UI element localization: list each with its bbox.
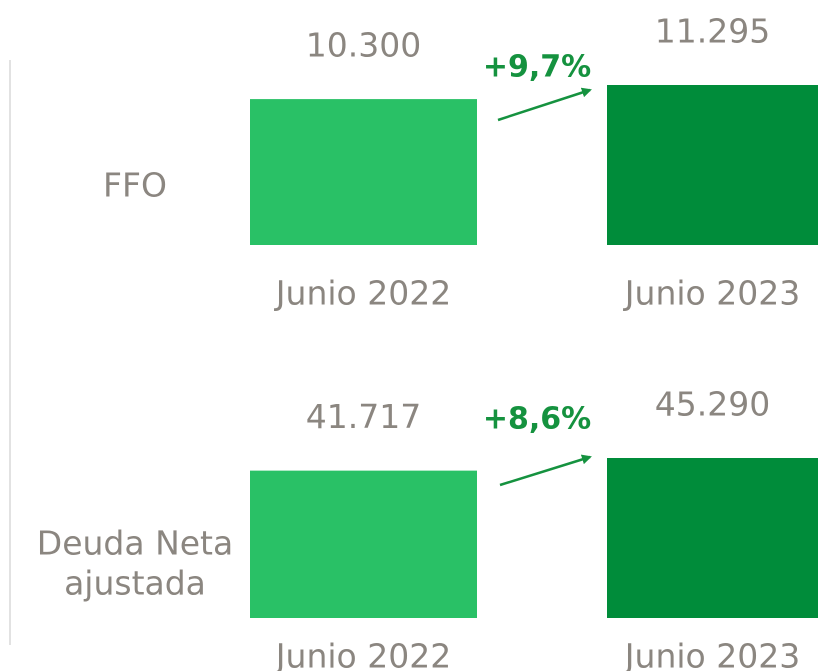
row-label: ajustada	[64, 564, 206, 603]
row-label: Deuda Neta	[37, 524, 233, 563]
value-label: 10.300	[306, 26, 421, 65]
growth-arrow	[499, 454, 592, 487]
value-label: 11.295	[655, 12, 770, 51]
bar	[250, 470, 477, 618]
row-label: FFO	[103, 166, 167, 205]
category-label: Junio 2022	[274, 637, 451, 671]
bar	[250, 99, 477, 246]
value-label: 45.290	[655, 385, 770, 424]
growth-annotation: +9,7%	[483, 50, 591, 85]
growth-arrow	[497, 87, 592, 122]
bar	[607, 85, 818, 245]
bar	[607, 458, 818, 618]
category-label: Junio 2022	[274, 274, 451, 313]
growth-annotation: +8,6%	[483, 402, 591, 437]
value-label: 41.717	[306, 397, 421, 436]
category-label: Junio 2023	[623, 274, 800, 313]
category-label: Junio 2023	[623, 637, 800, 671]
